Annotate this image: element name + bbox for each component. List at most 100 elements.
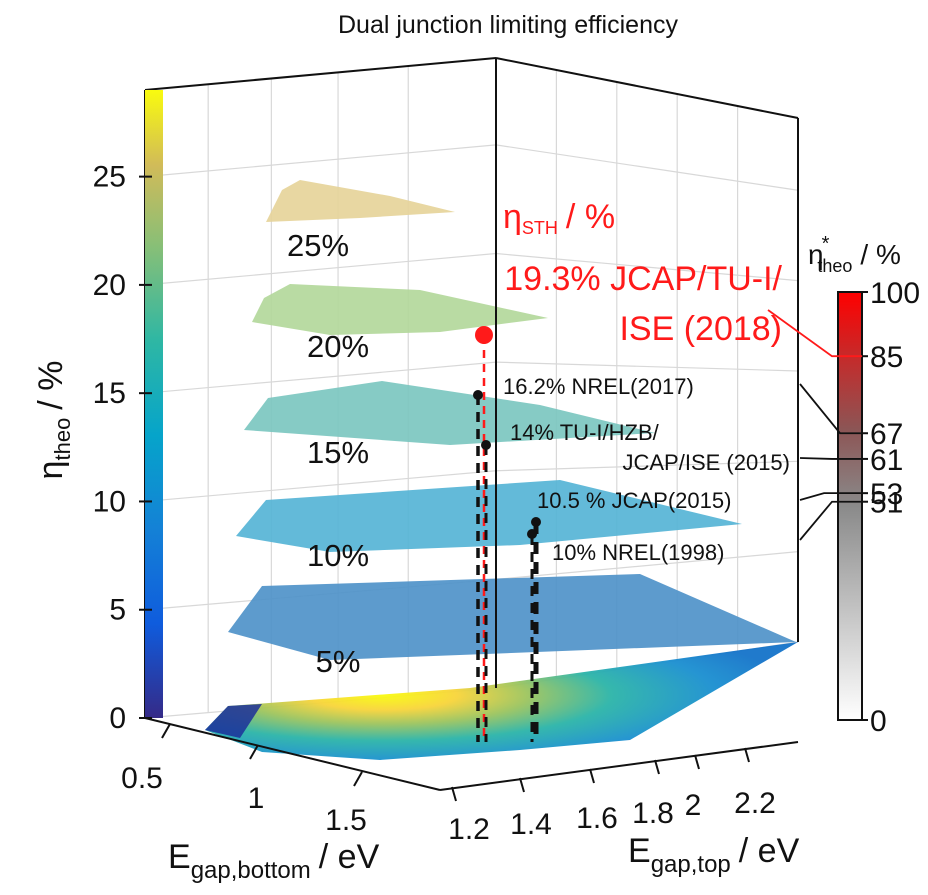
z-axis-label-symbol: η [32, 461, 70, 480]
colorbar-tick-label: 51 [870, 487, 903, 520]
contour-slice-15 [244, 381, 655, 445]
floor-surface [205, 642, 798, 760]
y-tick-mark [451, 786, 457, 802]
z-axis-label-unit: / % [32, 361, 70, 410]
gridline-z [495, 551, 799, 580]
y-axis-label-sub: gap,top [651, 851, 731, 878]
y-tick-label: 1.8 [632, 797, 674, 830]
y-axis-top: 1.2 1.4 1.6 1.8 2 2.2 [448, 747, 776, 846]
colorbar-tick-label: 67 [870, 418, 903, 451]
colorbar-right-title: η* theo / % [808, 233, 901, 276]
y-tick-mark [654, 759, 660, 775]
record-label: 16.2% NREL(2017) [503, 374, 694, 399]
record-connector-lines [767, 309, 862, 541]
z-tick-label: 25 [93, 161, 126, 194]
annotation-title-sub: STH [522, 218, 558, 238]
colorbar-title-sub: theo [817, 256, 852, 276]
z-tick-label: 10 [93, 485, 126, 518]
x-axis-label-unit: / eV [319, 838, 380, 876]
contour-label: 15% [307, 435, 369, 470]
record-connector [799, 457, 862, 460]
gridline-z [495, 361, 799, 372]
z-axis-label-sub: theo [50, 418, 75, 461]
x-axis-label-symbol: E [168, 838, 191, 876]
y-tick-mark [589, 768, 595, 784]
gridline-z [495, 144, 799, 191]
svg-text:ηtheo/ %: ηtheo / % [32, 361, 75, 480]
record-point [481, 440, 491, 450]
contour-label: 25% [287, 228, 349, 263]
record-connector [799, 383, 862, 435]
floor-right-edge [439, 741, 799, 791]
z-tick-label: 15 [93, 377, 126, 410]
z-tick-label: 5 [109, 594, 126, 627]
z-tick-label: 20 [93, 269, 126, 302]
contour-slices [228, 180, 796, 660]
contour-labels: 5% 10% 15% 20% 25% [287, 228, 369, 679]
record-label: 14% TU-I/HZB/ [510, 420, 660, 445]
record-point [473, 390, 483, 400]
colorbar-parula [145, 90, 163, 718]
contour-slice-10 [236, 480, 742, 552]
x-axis-bottom: 0.5 1 1.5 [121, 723, 367, 837]
gridline-z [144, 252, 497, 286]
z-tick-label: 0 [109, 702, 126, 735]
x-tick-label: 1 [248, 782, 265, 815]
y-tick-label: 1.4 [510, 808, 552, 841]
contour-slice-20 [252, 284, 548, 335]
z-axis: 0 5 10 15 20 25 [93, 161, 152, 735]
colorbar-title-unit: / % [860, 239, 900, 270]
colorbar-tick-label: 61 [870, 444, 903, 477]
y-axis-label-unit: / eV [739, 832, 800, 870]
y-tick-mark [744, 747, 750, 763]
x-tick-label: 0.5 [121, 762, 163, 795]
top-right-edge [495, 57, 799, 119]
record-label: 10% NREL(1998) [552, 540, 724, 565]
record-connector [799, 500, 862, 541]
x-axis-label-sub: gap,bottom [191, 857, 311, 884]
gridline-z [144, 144, 497, 178]
colorbar-tick-label: 53 [870, 478, 903, 511]
x-tick-mark [249, 744, 259, 760]
x-tick-mark [353, 771, 363, 787]
record-points [473, 326, 541, 539]
gridline-z [144, 361, 497, 394]
record-labels: 19.3% JCAP/TU-I/ISE (2018) 16.2% NREL(201… [503, 260, 790, 565]
record-point [527, 529, 537, 539]
contour-slice-5 [228, 574, 796, 660]
record-connector [767, 309, 862, 358]
record-droplines [476, 336, 539, 742]
record-point [475, 326, 493, 344]
y-tick-label: 1.6 [576, 802, 618, 835]
z-axis-label: ηtheo / % [32, 361, 75, 480]
contour-label: 20% [307, 329, 369, 364]
colorbar-tick-label: 0 [870, 705, 887, 738]
floor-dark-edge [205, 704, 262, 738]
gridline-z [495, 460, 799, 472]
annotation-title: ηSTH / % [503, 198, 615, 238]
colorbar-tick-label: 100 [870, 277, 920, 310]
contour-slice-25 [266, 180, 455, 222]
y-tick-label: 1.2 [448, 813, 490, 846]
x-tick-label: 1.5 [325, 804, 367, 837]
gridline-z [495, 252, 799, 282]
y-tick-label: 2.2 [734, 787, 776, 820]
y-axis-label: Egap,top / eV [628, 832, 800, 878]
y-tick-mark [694, 754, 700, 770]
floor-heatmap [205, 642, 798, 760]
record-label-line2: JCAP/ISE (2015) [622, 450, 790, 475]
x-tick-mark [161, 723, 171, 739]
colorbar-title-sup: * [822, 233, 830, 255]
x-axis-label: Egap,bottom / eV [168, 838, 380, 884]
y-tick-mark [519, 777, 525, 793]
y-tick-label: 2 [685, 789, 702, 822]
contour-label: 10% [307, 538, 369, 573]
colorbar-right [837, 291, 863, 721]
contour-label: 5% [316, 644, 361, 679]
colorbar-title-symbol: η [808, 239, 824, 270]
gridline-z [144, 470, 497, 503]
top-left-edge [144, 57, 497, 91]
chart-title: Dual junction limiting efficiency [338, 11, 678, 39]
record-label-line2: ISE (2018) [619, 310, 782, 348]
